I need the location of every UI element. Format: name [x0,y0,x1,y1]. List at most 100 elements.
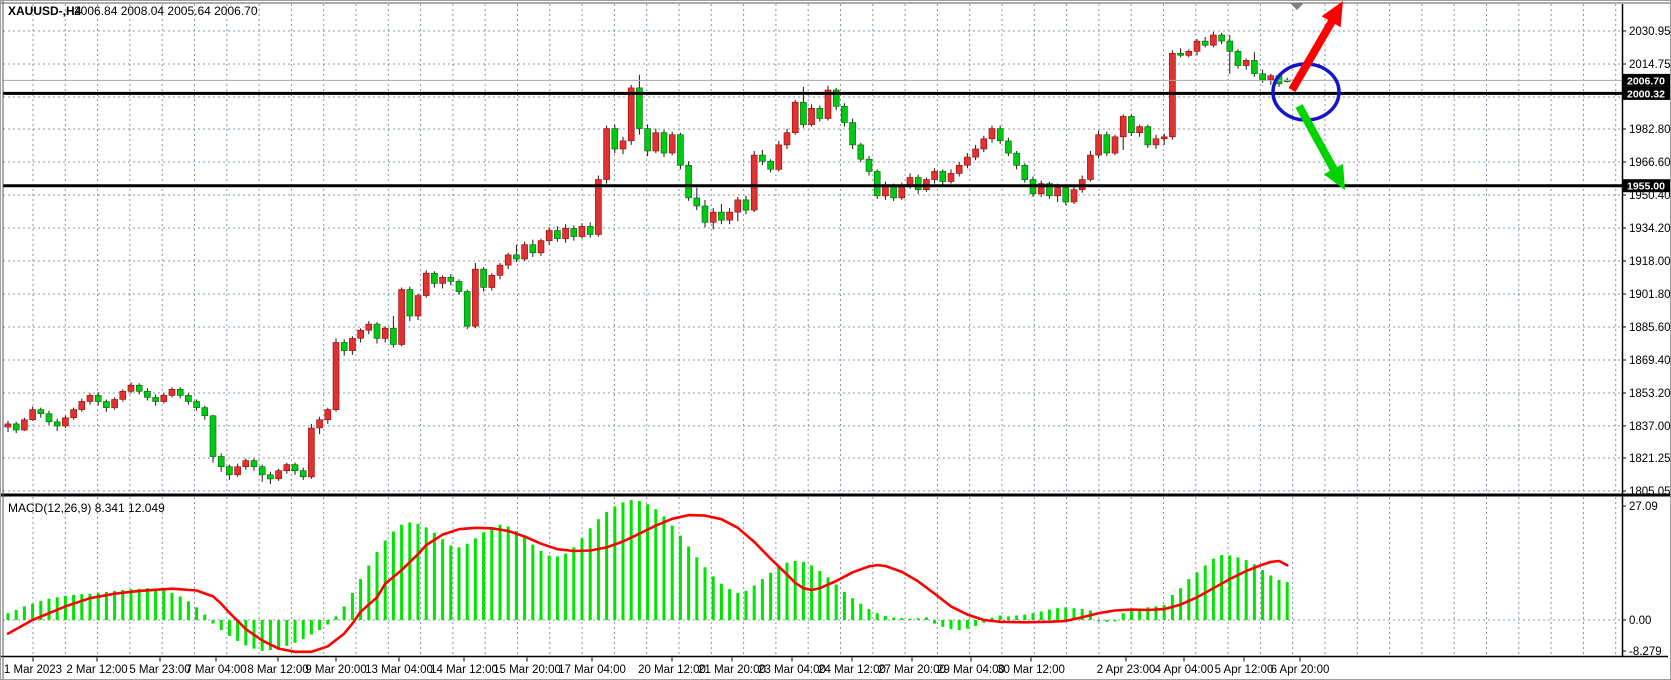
time-axis-label[interactable]: 2 Apr 23:00 [1097,664,1156,676]
macd-histogram-bar [769,572,773,620]
price-axis-label[interactable]: 1885.60 [1629,322,1671,334]
bull-candle [78,401,86,410]
time-axis-label[interactable]: 23 Mar 04:00 [758,664,826,676]
time-axis-label[interactable]: 7 Mar 04:00 [185,664,246,676]
bear-candle [1177,52,1184,56]
time-axis-label[interactable]: 14 Mar 12:00 [430,664,498,676]
macd-histogram-bar [1015,615,1019,620]
macd-histogram-bar [137,588,141,620]
time-axis-label[interactable]: 13 Mar 04:00 [365,664,433,676]
price-axis-label[interactable]: 1901.80 [1629,289,1671,301]
bear-candle [176,388,184,396]
price-axis-label[interactable]: 2030.95 [1629,26,1671,38]
macd-histogram-bar [47,598,51,620]
bull-candle [1267,75,1275,81]
time-axis-label[interactable]: 6 Apr 20:00 [1271,664,1330,676]
price-axis-label[interactable]: 1837.00 [1629,421,1671,433]
bull-candle [595,179,602,235]
price-axis-label[interactable]: 1918.00 [1629,256,1671,268]
price-axis-label[interactable]: 1821.25 [1629,453,1671,465]
axes[interactable]: 2030.95 2014.75 1982.80 1966.60 1950.40 1934.… [4,26,1671,676]
bull-candle [783,132,791,146]
bull-candle [168,388,176,396]
bear-candle [250,460,258,468]
bull-candle [980,138,988,150]
bull-candle [964,156,971,166]
bull-candle [931,171,938,180]
time-axis-label[interactable]: 30 Mar 12:00 [997,664,1065,676]
bullish-arrow-shaft[interactable] [1288,17,1337,93]
bear-candle [586,226,594,235]
hline-tag[interactable] [1623,86,1670,100]
horizontal-lines[interactable] [3,79,1622,188]
bullish-arrow-head[interactable] [1321,1,1343,28]
time-axis-label[interactable]: 27 Mar 20:00 [878,664,946,676]
bull-candle [652,132,660,152]
time-axis-label[interactable]: 4 Apr 04:00 [1155,664,1214,676]
macd-histogram-bar [572,547,576,620]
macd-histogram-bar [965,620,969,629]
time-axis-label[interactable]: 20 Mar 12:00 [638,664,706,676]
price-axis-label[interactable]: 1805.05 [1629,486,1671,498]
macd-histogram-bar [1006,616,1010,620]
time-axis-label[interactable]: 29 Mar 04:00 [937,664,1005,676]
bull-candle [242,460,250,468]
bull-candle [324,409,332,421]
time-axis-label[interactable]: 24 Mar 12:00 [818,664,886,676]
macd-histogram-bar [1047,609,1051,620]
bull-candle [1037,183,1045,195]
macd-axis-label[interactable]: -8.279 [1629,646,1662,658]
macd-histogram-bar [523,537,527,620]
bull-candle [316,419,323,429]
time-axis-label[interactable]: 8 Mar 12:00 [247,664,308,676]
bear-candle [865,158,873,172]
price-axis-label[interactable]: 1869.40 [1629,355,1671,367]
bull-candle [86,395,94,402]
bear-candle [660,132,668,154]
bear-candle [939,171,947,182]
current-price-tag[interactable] [1623,73,1670,87]
time-axis-label[interactable]: 9 Mar 20:00 [305,664,366,676]
price-axis-label[interactable]: 1934.20 [1629,223,1671,235]
hline-tag[interactable] [1623,179,1670,193]
price-axis-label[interactable]: 1966.60 [1629,157,1671,169]
time-axis-label[interactable]: 15 Mar 20:00 [493,664,561,676]
price-axis-label[interactable]: 2014.75 [1629,59,1671,71]
price-axis-label[interactable]: 1950.40 [1629,190,1671,202]
time-axis-label[interactable]: 17 Mar 04:00 [558,664,626,676]
macd-histogram-bar [924,617,928,620]
time-axis-label[interactable]: 21 Mar 20:00 [698,664,766,676]
bear-candle [447,276,455,282]
bull-candle [668,134,676,154]
macd-axis-label[interactable]: 0.00 [1629,615,1651,627]
macd-histogram-bar [22,606,26,620]
price-axis-label[interactable]: 1982.80 [1629,124,1671,136]
macd-histogram-bar [842,591,846,620]
bearish-arrow-head[interactable] [1323,163,1345,190]
time-axis-label[interactable]: 5 Mar 23:00 [129,664,190,676]
bear-candle [718,211,725,221]
bearish-arrow-shaft[interactable] [1295,104,1339,174]
pane-separator[interactable] [0,493,1671,497]
bear-candle [759,154,766,162]
macd-signal-line [6,513,1289,654]
scroll-to-end-marker-icon[interactable] [1290,3,1304,10]
time-axis-label[interactable]: 5 Apr 12:00 [1215,664,1274,676]
time-axis-label[interactable]: 1 Mar 2023 [4,664,62,676]
macd-histogram-bar [867,609,871,620]
price-axis-label[interactable]: 1853.20 [1629,388,1671,400]
macd-histogram-bar [736,592,740,620]
bear-candle [1062,187,1070,203]
macd-histogram-bar [277,620,281,649]
macd-histogram-bar [473,538,477,620]
macd-histogram-bar [154,588,158,620]
annotations[interactable] [1271,1,1345,190]
macd-histogram-bar [268,620,272,650]
macd-histogram-bar [39,600,43,620]
bear-candle [201,407,209,417]
time-axis-label[interactable]: 2 Mar 12:00 [66,664,127,676]
macd-axis-label[interactable]: 27.09 [1629,501,1658,513]
bear-candle [390,327,397,345]
macd-histogram-bar [88,593,92,620]
